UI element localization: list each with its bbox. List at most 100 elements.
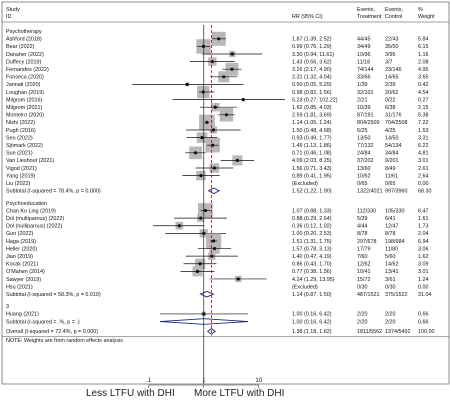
study-rr-label: 0.36 (0.12, 1.02) xyxy=(292,224,332,230)
study-events-control: 3/95 xyxy=(385,52,396,58)
study-weight: 1.73 xyxy=(418,224,429,230)
point-estimate xyxy=(241,98,245,102)
study-events-treatment: 7/60 xyxy=(357,254,368,260)
overall-events-treatment: 1811/5562 xyxy=(357,329,382,335)
study-events-control: 20/62 xyxy=(385,90,399,96)
study-events-control: 198/684 xyxy=(385,239,405,245)
study-events-control: 105/330 xyxy=(385,208,405,214)
study-events-control: 2/39 xyxy=(385,82,396,88)
subtotal-events-treatment: 1322/4021 xyxy=(357,189,382,195)
header-id: ID xyxy=(6,14,11,20)
study-events-treatment: 0/30 xyxy=(357,284,368,290)
subtotal-weight: 0.66 xyxy=(418,319,429,325)
point-estimate xyxy=(224,113,229,117)
study-weight: 0.00 xyxy=(418,181,429,187)
study-events-treatment: 112/330 xyxy=(357,208,376,214)
study-weight: 6.22 xyxy=(418,143,429,149)
point-estimate xyxy=(211,128,216,132)
point-estimate xyxy=(199,174,203,178)
study-label: Duffecy (2019) xyxy=(6,59,41,65)
point-estimate xyxy=(203,208,207,213)
study-events-control: 9/201 xyxy=(385,158,399,164)
study-events-treatment: 8/78 xyxy=(357,231,368,237)
subtotal-label: Subtotal (I-squared = 78.4%, p = 0.000) xyxy=(6,189,101,195)
study-rr-label: 3.26 (2.17, 4.90) xyxy=(292,67,332,73)
study-label: Yang (2019) xyxy=(6,173,35,179)
point-estimate xyxy=(230,67,234,71)
study-weight: 4.54 xyxy=(418,90,429,96)
study-weight: 3.31 xyxy=(418,135,429,141)
study-weight: 6.94 xyxy=(418,239,429,245)
subtotal-rr-label: 1.00 (0.16, 6.42) xyxy=(292,319,332,325)
study-events-control: 31/176 xyxy=(385,113,402,119)
subtotal-label: Subtotal (I-squared = .%, p = .) xyxy=(6,319,80,325)
study-label: Sjömark (2022) xyxy=(6,143,43,149)
study-events-control: 5/60 xyxy=(385,254,396,260)
study-weight: 5.38 xyxy=(418,113,429,119)
study-label: Liu (2022) xyxy=(6,181,30,187)
study-rr-label: 1.14 (1.05, 1.24) xyxy=(292,120,332,126)
study-label: Vigod (2021) xyxy=(6,166,37,172)
study-weight: 0.66 xyxy=(418,312,429,318)
study-rr-label: (Excluded) xyxy=(292,181,318,187)
study-events-control: 8/78 xyxy=(385,231,396,237)
study-rr-label: 3.30 (0.94, 11.61) xyxy=(292,52,334,58)
study-label: Loughan (2019) xyxy=(6,90,44,96)
subtotal-rr-label: 1.14 (0.87, 1.50) xyxy=(292,292,332,298)
point-estimate xyxy=(195,269,200,273)
study-events-treatment: 34/49 xyxy=(357,44,371,50)
study-events-control: 6/38 xyxy=(385,105,396,111)
study-events-treatment: 11/18 xyxy=(357,59,370,65)
study-rr-label: 0.71 (0.46, 1.08) xyxy=(292,151,332,157)
point-estimate xyxy=(230,52,234,56)
study-rr-label: 0.89 (0.41, 1.95) xyxy=(292,173,332,179)
study-weight: 2.61 xyxy=(418,166,429,172)
study-events-control: 35/50 xyxy=(385,44,399,50)
study-rr-label: 0.86 (0.43, 1.70) xyxy=(292,262,332,268)
study-events-control: 13/41 xyxy=(385,269,399,275)
study-events-treatment: 0/65 xyxy=(357,181,368,187)
point-estimate xyxy=(212,166,216,170)
study-label: Haga (2019) xyxy=(6,239,36,245)
x-tick-label: .1 xyxy=(146,378,152,384)
x-tick-label: 1 xyxy=(202,378,206,384)
study-rr-label: 1.56 (0.71, 3.43) xyxy=(292,166,332,172)
study-weight: 2.15 xyxy=(418,105,429,111)
study-events-treatment: 13/50 xyxy=(357,135,371,141)
study-weight: 0.42 xyxy=(418,82,429,88)
study-weight: 3.01 xyxy=(418,158,429,164)
study-events-treatment: 297/678 xyxy=(357,239,377,245)
study-events-treatment: 33/66 xyxy=(357,75,371,81)
study-events-control: 6/41 xyxy=(385,216,396,222)
study-weight: 2.08 xyxy=(418,59,429,65)
study-rr-label: 1.40 (0.47, 4.19) xyxy=(292,254,332,260)
study-weight: 0.00 xyxy=(418,284,429,290)
study-events-control: 0/22 xyxy=(385,97,396,103)
study-label: Chan Ko Ling (2019) xyxy=(6,208,56,214)
study-events-treatment: 4/44 xyxy=(357,224,368,230)
study-label: Dol (multiparous) (2022) xyxy=(6,216,64,222)
study-events-control: 12/47 xyxy=(385,224,399,230)
study-label: Sawyer (2019) xyxy=(6,277,41,283)
study-label: O'Mahen (2014) xyxy=(6,269,45,275)
point-estimate xyxy=(213,105,217,109)
study-weight: 6.15 xyxy=(418,44,429,50)
study-label: Milgrom (2016) xyxy=(6,97,42,103)
less-ltfu-label: Less LTFU with DHI xyxy=(86,388,175,399)
study-rr-label: 1.62 (0.85, 4.03) xyxy=(292,105,332,111)
study-rr-label: 0.88 (0.29, 2.64) xyxy=(292,216,332,222)
header-study: Study xyxy=(6,7,20,13)
study-events-treatment: 804/2509 xyxy=(357,120,379,126)
study-events-treatment: 10/41 xyxy=(357,269,371,275)
study-weight: 1.61 xyxy=(418,216,429,222)
study-rr-label: 4.09 (2.03, 8.25) xyxy=(292,158,332,164)
study-rr-label: (Excluded) xyxy=(292,284,318,290)
study-weight: 3.09 xyxy=(418,262,429,268)
study-label: Danaher (2022) xyxy=(6,52,44,58)
study-rr-label: 2.31 (1.32, 4.04) xyxy=(292,75,332,81)
study-events-control: 704/2508 xyxy=(385,120,407,126)
study-events-treatment: 77/132 xyxy=(357,143,374,149)
study-weight: 6.47 xyxy=(418,208,429,214)
overall-label: Overall (I-squared = 72.4%, p = 0.000) xyxy=(6,329,98,335)
